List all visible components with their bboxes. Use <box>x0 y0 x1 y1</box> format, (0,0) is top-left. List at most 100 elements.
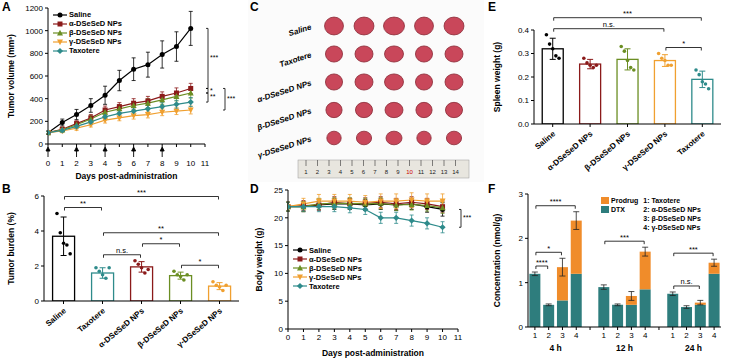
svg-text:6: 6 <box>35 192 40 201</box>
svg-text:8: 8 <box>385 169 389 175</box>
svg-text:Days post-administration: Days post-administration <box>322 348 424 358</box>
svg-text:3: 3 <box>560 331 565 340</box>
svg-text:****: **** <box>536 258 548 267</box>
svg-text:3: 3 <box>519 190 524 199</box>
svg-text:2: 2 <box>546 331 551 340</box>
svg-text:n.s.: n.s. <box>680 277 692 286</box>
svg-text:1000: 1000 <box>25 27 43 36</box>
svg-text:13: 13 <box>441 169 448 175</box>
svg-text:0: 0 <box>46 159 51 168</box>
svg-text:γ-DSeSeD NPs: γ-DSeSeD NPs <box>621 129 670 172</box>
svg-text:3: 3 <box>698 331 703 340</box>
svg-text:2: 2 <box>519 234 524 243</box>
svg-text:5: 5 <box>279 297 284 306</box>
svg-text:0: 0 <box>39 140 44 149</box>
svg-text:α-DSeSeD NPs: α-DSeSeD NPs <box>256 78 313 104</box>
svg-text:Saline: Saline <box>44 306 68 328</box>
svg-text:2: 2 <box>74 159 79 168</box>
svg-text:4: 4 <box>103 159 108 168</box>
svg-text:0: 0 <box>286 333 291 342</box>
svg-text:Concentration (nmol/g): Concentration (nmol/g) <box>492 214 502 308</box>
svg-text:200: 200 <box>30 117 44 126</box>
svg-text:Body weight (g): Body weight (g) <box>254 227 264 291</box>
svg-text:***: *** <box>689 245 698 254</box>
svg-text:0: 0 <box>35 297 40 306</box>
svg-text:2: 2 <box>316 169 320 175</box>
svg-text:7: 7 <box>146 159 151 168</box>
svg-text:γ-DSeSeD NPs: γ-DSeSeD NPs <box>175 306 224 349</box>
svg-text:10: 10 <box>406 169 413 175</box>
svg-text:24 h: 24 h <box>685 343 702 353</box>
svg-text:3: 3 <box>332 333 337 342</box>
svg-text:***: *** <box>463 214 471 221</box>
svg-text:*: * <box>210 87 213 94</box>
svg-text:3: 3 <box>629 331 634 340</box>
svg-text:*: * <box>547 244 550 253</box>
svg-text:11: 11 <box>418 169 425 175</box>
svg-text:7: 7 <box>373 169 377 175</box>
svg-text:400: 400 <box>30 95 44 104</box>
svg-text:11: 11 <box>454 333 463 342</box>
svg-text:9: 9 <box>396 169 400 175</box>
svg-text:4: 4 <box>712 331 717 340</box>
svg-text:15: 15 <box>274 241 283 250</box>
svg-text:3: 3 <box>89 159 94 168</box>
svg-text:5: 5 <box>363 333 368 342</box>
svg-text:8: 8 <box>160 159 165 168</box>
svg-text:12 h: 12 h <box>616 343 633 353</box>
svg-text:4: 4 <box>574 331 579 340</box>
svg-text:*: * <box>160 235 163 244</box>
svg-text:Tumor volume (mm³): Tumor volume (mm³) <box>6 34 16 118</box>
svg-text:***: *** <box>210 54 218 61</box>
svg-text:Taxotere: Taxotere <box>76 306 107 334</box>
svg-text:800: 800 <box>30 49 44 58</box>
svg-text:n.s.: n.s. <box>116 246 128 255</box>
svg-text:***: *** <box>620 233 629 242</box>
svg-text:**: ** <box>158 224 164 233</box>
svg-text:14: 14 <box>452 169 459 175</box>
svg-text:Tumor burden (%): Tumor burden (%) <box>6 212 16 285</box>
svg-text:0: 0 <box>519 323 524 332</box>
svg-text:Saline: Saline <box>287 22 313 38</box>
svg-text:3: 3 <box>327 169 331 175</box>
svg-text:20: 20 <box>274 214 283 223</box>
svg-text:2: 2 <box>317 333 322 342</box>
svg-text:10: 10 <box>274 269 283 278</box>
svg-text:*: * <box>199 257 202 266</box>
svg-text:0.0: 0.0 <box>518 120 530 129</box>
svg-text:8: 8 <box>409 333 414 342</box>
svg-text:9: 9 <box>425 333 430 342</box>
svg-text:β-DSeSeD NPs: β-DSeSeD NPs <box>255 106 313 133</box>
svg-text:1: 1 <box>533 331 538 340</box>
svg-text:7: 7 <box>394 333 399 342</box>
svg-text:6: 6 <box>379 333 384 342</box>
svg-text:n.s.: n.s. <box>603 20 615 29</box>
svg-text:10: 10 <box>186 159 195 168</box>
svg-text:10: 10 <box>438 333 447 342</box>
svg-text:2: 2 <box>684 331 689 340</box>
svg-text:1: 1 <box>60 159 65 168</box>
svg-text:11: 11 <box>201 159 210 168</box>
svg-text:6: 6 <box>131 159 136 168</box>
svg-text:5: 5 <box>117 159 122 168</box>
svg-text:1200: 1200 <box>25 4 43 13</box>
svg-text:1: 1 <box>301 333 306 342</box>
svg-text:1: 1 <box>602 331 607 340</box>
svg-text:γ-DSeSeD NPs: γ-DSeSeD NPs <box>257 134 314 160</box>
svg-text:0.3: 0.3 <box>518 49 530 58</box>
svg-text:Taxotere: Taxotere <box>676 129 707 157</box>
svg-text:**: ** <box>80 199 86 208</box>
svg-text:5: 5 <box>350 169 354 175</box>
svg-text:***: *** <box>227 95 235 102</box>
svg-text:Spleen weight (g): Spleen weight (g) <box>492 42 502 113</box>
svg-text:****: **** <box>550 197 562 206</box>
svg-text:**: ** <box>210 93 216 100</box>
svg-text:0: 0 <box>279 325 284 334</box>
svg-text:6: 6 <box>362 169 366 175</box>
svg-text:1: 1 <box>671 331 676 340</box>
svg-text:*: * <box>682 39 685 48</box>
svg-text:Days post-administration: Days post-administration <box>75 171 177 181</box>
svg-text:9: 9 <box>174 159 179 168</box>
svg-text:***: *** <box>623 9 632 18</box>
svg-text:0.1: 0.1 <box>518 96 530 105</box>
